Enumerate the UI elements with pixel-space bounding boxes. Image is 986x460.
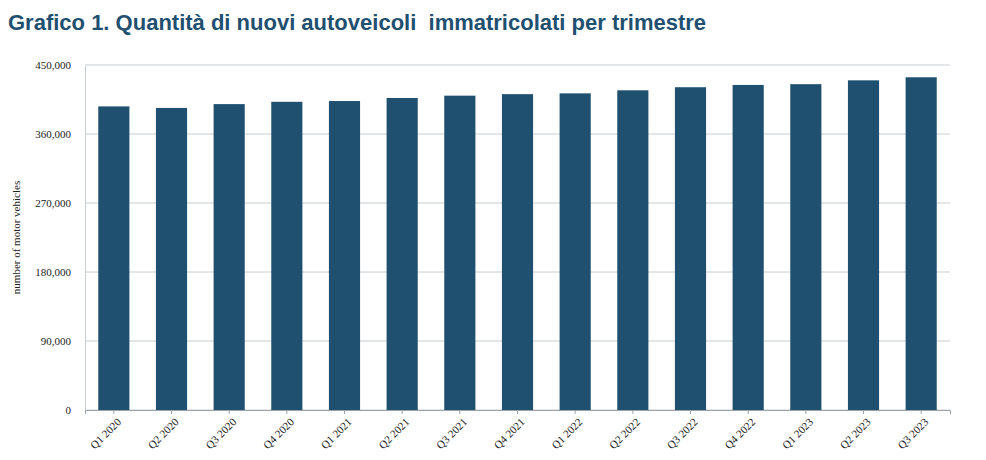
axis-line bbox=[86, 411, 951, 415]
bar bbox=[848, 80, 879, 410]
tick-label: Q3 2021 bbox=[434, 416, 469, 451]
tick-mark bbox=[632, 410, 633, 414]
tick-mark bbox=[344, 410, 345, 414]
tick: Q2 2022 bbox=[607, 410, 642, 451]
tick-label: Q3 2022 bbox=[664, 416, 699, 451]
tick-label: 450,000 bbox=[35, 59, 71, 71]
tick-label: 270,000 bbox=[35, 197, 71, 209]
tick: Q3 2021 bbox=[434, 410, 469, 451]
tick: Q1 2023 bbox=[780, 410, 816, 451]
bar bbox=[98, 106, 129, 410]
tick: 270,000 bbox=[35, 197, 85, 209]
tick-mark bbox=[921, 410, 922, 414]
tick-label: Q4 2022 bbox=[722, 416, 757, 451]
tick-label: Q3 2023 bbox=[895, 415, 931, 451]
axis-line bbox=[85, 66, 86, 411]
tick-label: Q3 2020 bbox=[203, 415, 239, 451]
tick-label: Q2 2020 bbox=[145, 415, 181, 451]
tick: Q1 2020 bbox=[88, 410, 124, 451]
axis-title: number of motor vehicles bbox=[10, 181, 22, 294]
tick-label: 0 bbox=[66, 404, 72, 416]
tick-label: 360,000 bbox=[35, 128, 71, 140]
tick-mark bbox=[575, 410, 576, 414]
tick-label: Q4 2021 bbox=[491, 416, 526, 451]
tick: Q2 2021 bbox=[376, 410, 411, 451]
bar bbox=[329, 101, 360, 410]
tick-mark bbox=[805, 410, 806, 414]
bar bbox=[675, 87, 706, 410]
tick: 0 bbox=[66, 404, 86, 416]
tick-mark bbox=[690, 410, 691, 414]
grid-line bbox=[85, 65, 950, 66]
tick-label: Q2 2021 bbox=[376, 416, 411, 451]
tick-mark bbox=[286, 410, 287, 414]
tick-label: Q1 2020 bbox=[88, 415, 124, 451]
tick: Q3 2023 bbox=[895, 410, 931, 451]
tick: 180,000 bbox=[35, 266, 85, 278]
tick-label: Q2 2023 bbox=[837, 415, 873, 451]
tick-label: Q4 2020 bbox=[261, 415, 297, 451]
tick: Q2 2020 bbox=[145, 410, 181, 451]
tick: 90,000 bbox=[41, 335, 85, 347]
tick: Q4 2020 bbox=[261, 410, 297, 451]
tick-label: Q2 2022 bbox=[607, 416, 642, 451]
bar bbox=[733, 85, 764, 410]
bar bbox=[156, 108, 187, 410]
tick: Q1 2021 bbox=[318, 410, 353, 451]
tick-label: Q1 2023 bbox=[780, 415, 816, 451]
tick-mark bbox=[229, 410, 230, 414]
bar bbox=[444, 96, 475, 410]
tick: Q4 2022 bbox=[722, 410, 757, 451]
bar bbox=[502, 94, 533, 410]
tick-mark bbox=[517, 410, 518, 414]
tick-mark bbox=[402, 410, 403, 414]
tick-label: Q1 2021 bbox=[318, 416, 353, 451]
tick: 450,000 bbox=[35, 59, 85, 71]
bar bbox=[560, 93, 591, 410]
tick: Q2 2023 bbox=[837, 410, 873, 451]
title: Grafico 1. Quantità di nuovi autoveicoli… bbox=[8, 10, 706, 35]
tick-label: 180,000 bbox=[35, 266, 71, 278]
tick-mark bbox=[459, 410, 460, 414]
tick: Q1 2022 bbox=[549, 410, 584, 451]
bar bbox=[906, 77, 937, 410]
tick: 360,000 bbox=[35, 128, 85, 140]
tick-mark bbox=[748, 410, 749, 414]
tick: Q3 2022 bbox=[664, 410, 699, 451]
y-axis: 0 90,000 180,000 270,000 360,000 450,000 bbox=[35, 59, 85, 416]
tick-mark bbox=[863, 410, 864, 414]
bar bbox=[271, 102, 302, 410]
tick-label: 90,000 bbox=[41, 335, 72, 347]
x-axis: Q1 2020 Q2 2020 Q3 2020 Q4 2020 Q1 2021 Q2 20… bbox=[86, 410, 951, 451]
tick-mark bbox=[113, 410, 114, 414]
plot: 0 90,000 180,000 270,000 360,000 450,000 Q1 20… bbox=[35, 59, 950, 451]
tick: Q3 2020 bbox=[203, 410, 239, 451]
bar bbox=[617, 90, 648, 410]
bars bbox=[98, 77, 936, 410]
tick: Q4 2021 bbox=[491, 410, 526, 451]
tick-label: Q1 2022 bbox=[549, 416, 584, 451]
bar bbox=[214, 104, 245, 410]
tick-mark bbox=[171, 410, 172, 414]
bar bbox=[790, 84, 821, 410]
bar bbox=[387, 98, 418, 410]
grid bbox=[85, 65, 950, 410]
chart: Grafico 1. Quantità di nuovi autoveicoli… bbox=[0, 0, 986, 460]
